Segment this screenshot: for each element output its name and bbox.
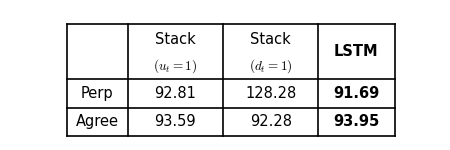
Text: 91.69: 91.69 [333, 86, 379, 101]
Text: Stack: Stack [250, 32, 291, 47]
Text: Perp: Perp [81, 86, 113, 101]
Text: Stack: Stack [155, 32, 196, 47]
Text: 92.28: 92.28 [250, 114, 292, 129]
Text: $(u_t = 1)$: $(u_t = 1)$ [153, 58, 198, 75]
Text: LSTM: LSTM [334, 44, 379, 59]
Text: Agree: Agree [76, 114, 119, 129]
Text: 93.95: 93.95 [333, 114, 379, 129]
Text: $(d_t = 1)$: $(d_t = 1)$ [249, 58, 292, 75]
Text: 128.28: 128.28 [245, 86, 296, 101]
Text: 93.59: 93.59 [154, 114, 196, 129]
Text: 92.81: 92.81 [154, 86, 196, 101]
